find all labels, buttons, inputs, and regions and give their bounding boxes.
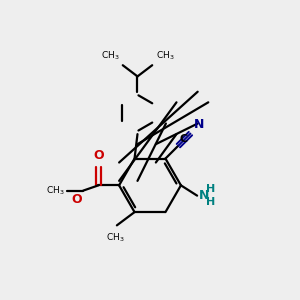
Text: CH$_3$: CH$_3$ xyxy=(46,184,64,197)
Text: H: H xyxy=(206,184,215,194)
Text: C: C xyxy=(179,134,188,145)
Text: N: N xyxy=(194,118,204,130)
Text: N: N xyxy=(199,189,209,202)
Text: CH$_3$: CH$_3$ xyxy=(100,49,119,62)
Text: O: O xyxy=(71,193,82,206)
Text: CH$_3$: CH$_3$ xyxy=(156,49,174,62)
Text: H: H xyxy=(206,197,215,207)
Text: CH$_3$: CH$_3$ xyxy=(106,232,125,244)
Text: O: O xyxy=(93,149,104,162)
